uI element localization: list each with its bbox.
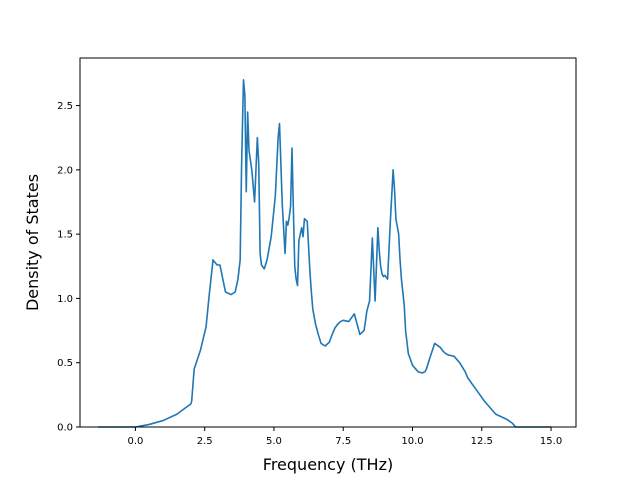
y-tick-label: 2.0 (57, 165, 73, 176)
y-axis-ticks: 0.0 0.5 1.0 1.5 2.0 2.5 (57, 101, 80, 434)
y-tick-label: 1.5 (57, 230, 73, 241)
dos-series-line-0 (98, 79, 552, 428)
x-tick-label: 0.0 (127, 436, 143, 447)
x-tick-label: 12.5 (471, 436, 493, 447)
x-axis-ticks: 0.0 2.5 5.0 7.5 10.0 12.5 15.0 (127, 427, 562, 447)
y-tick-label: 1.0 (57, 294, 73, 305)
x-tick-label: 7.5 (335, 436, 351, 447)
y-tick-label: 2.5 (57, 101, 73, 112)
x-tick-label: 10.0 (401, 436, 423, 447)
x-tick-label: 15.0 (540, 436, 562, 447)
plot-area (98, 79, 552, 428)
x-tick-label: 5.0 (266, 436, 282, 447)
x-axis-title: Frequency (THz) (263, 455, 393, 474)
x-tick-label: 2.5 (197, 436, 213, 447)
plot-frame (79, 57, 577, 428)
y-axis-title: Density of States (23, 174, 42, 311)
y-tick-label: 0.5 (57, 358, 73, 369)
y-tick-label: 0.0 (57, 423, 73, 434)
